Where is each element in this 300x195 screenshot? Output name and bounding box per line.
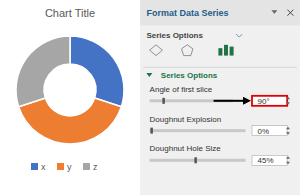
spin-up[interactable] (286, 156, 290, 159)
title: Chart Title (45, 7, 95, 19)
slider-track[interactable] (150, 129, 246, 132)
slider-thumb[interactable] (150, 128, 153, 134)
slider-thumb[interactable] (162, 98, 165, 104)
legend-swatch (31, 163, 38, 170)
close-icon[interactable] (287, 10, 293, 16)
value-box[interactable] (252, 96, 287, 106)
effects-icon[interactable] (181, 45, 192, 56)
section-toggle[interactable] (146, 73, 152, 77)
spin-down[interactable] (286, 132, 290, 135)
section-header[interactable]: Series Options (161, 71, 218, 80)
icon-bar (218, 48, 222, 55)
panel-subtitle[interactable]: Series Options (146, 31, 203, 40)
icon-bar (230, 47, 234, 56)
legend-label: y (67, 162, 72, 172)
slice (19, 98, 122, 144)
arrow-head (243, 97, 251, 105)
arrow-shaft (214, 100, 244, 102)
slider-thumb[interactable] (194, 157, 197, 163)
chart: Chart Title x y z Format Data Series Series O… (0, 0, 300, 195)
spin-up[interactable] (286, 97, 290, 100)
panel-background (140, 0, 300, 195)
legend-swatch (83, 163, 90, 170)
format-panel: Format Data Series Series Options Series O… (140, 0, 300, 195)
slices (16, 36, 124, 144)
legend: x y z (31, 162, 98, 172)
option-label: Angle of first slice (150, 85, 213, 94)
value-box[interactable] (252, 126, 287, 136)
value-box[interactable] (252, 155, 287, 165)
slice (70, 36, 124, 107)
panel-title-bar (140, 0, 300, 25)
slice (16, 36, 70, 107)
dropdown-icon[interactable] (271, 10, 277, 14)
series-options-icon[interactable] (218, 45, 233, 56)
option-label: Doughnut Hole Size (150, 144, 222, 153)
panel-title: Format Data Series (146, 8, 228, 18)
chevron-icon (236, 34, 242, 37)
option-label: Doughnut Explosion (150, 115, 222, 124)
spin-down[interactable] (286, 102, 290, 105)
separator (143, 67, 297, 68)
legend-swatch (57, 163, 64, 170)
spin-up[interactable] (286, 127, 290, 129)
slider-track[interactable] (150, 159, 246, 162)
option-value: 0% (258, 127, 270, 136)
option-value: 45% (258, 156, 274, 165)
option-value: 90° (258, 97, 270, 106)
icon-bar (224, 45, 228, 56)
legend-label: x (41, 162, 46, 172)
spin-down[interactable] (286, 162, 290, 165)
fill-icon[interactable] (150, 45, 163, 56)
legend-label: z (93, 162, 98, 172)
